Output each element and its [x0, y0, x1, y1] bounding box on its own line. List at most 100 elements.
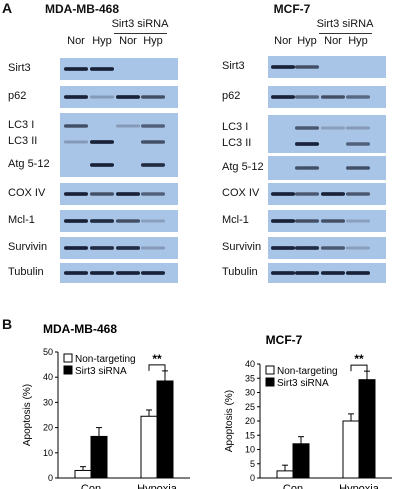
protein-band	[271, 192, 295, 196]
legend-swatch	[63, 365, 73, 375]
blot-row-label: Sirt3	[8, 62, 31, 74]
bar-sirt3-sirna	[358, 379, 376, 479]
y-axis-label: Apoptosis (%)	[22, 384, 33, 446]
y-tick-label: 30	[245, 388, 255, 398]
protein-band	[346, 166, 370, 170]
protein-band	[116, 246, 140, 250]
protein-band	[271, 65, 295, 69]
protein-band	[64, 246, 88, 250]
significance-label: **	[354, 352, 364, 366]
protein-band	[295, 219, 319, 223]
blot-row-label: p62	[222, 90, 241, 102]
sirna-label: Sirt3 siRNA	[111, 18, 169, 30]
protein-band	[271, 219, 295, 223]
sirna-bracket-line	[114, 33, 167, 34]
protein-band	[64, 67, 88, 71]
y-tick-label: 20	[43, 423, 53, 433]
blot-row-label: Survivin	[222, 241, 262, 253]
protein-band	[346, 246, 370, 250]
blot-row-label: Atg 5-12	[222, 161, 264, 173]
y-tick-label: 0	[250, 473, 255, 483]
protein-band	[141, 163, 165, 167]
protein-band	[346, 271, 370, 275]
protein-band	[271, 271, 295, 275]
y-tick-label: 50	[43, 347, 53, 357]
protein-band	[116, 192, 140, 196]
protein-band	[346, 142, 370, 146]
protein-band	[295, 95, 319, 99]
blot-row-label: LC3 II	[8, 135, 38, 147]
protein-band	[141, 246, 165, 250]
lane-label: Nor	[67, 35, 85, 47]
lane-label: Hyp	[297, 35, 317, 47]
bar-sirt3-sirna	[156, 380, 174, 479]
legend-label: Sirt3 siRNA	[75, 366, 127, 377]
protein-band	[64, 271, 88, 275]
y-tick-label: 40	[43, 372, 53, 382]
y-tick-label: 0	[48, 473, 53, 483]
bar-chart-mcf-7: MCF-7 0 5 10 15 20 25 30 35 40 Apoptosis (%) Con Hyp…	[200, 318, 400, 489]
blot-row-label: p62	[8, 90, 27, 102]
protein-band	[295, 246, 319, 250]
protein-band	[90, 95, 114, 99]
blot-row-label: Tubulin	[8, 266, 44, 278]
sirna-label: Sirt3 siRNA	[316, 18, 374, 30]
blot-row-label: LC3 I	[222, 121, 249, 133]
y-tick-label: 10	[245, 445, 255, 455]
protein-band	[321, 219, 345, 223]
y-axis-label: Apoptosis (%)	[224, 390, 235, 452]
protein-band	[90, 246, 114, 250]
lane-label: Nor	[324, 35, 342, 47]
blot-row-label: LC3 II	[222, 137, 252, 149]
blot-cell-line-title: MCF-7	[273, 2, 311, 16]
lane-label: Nor	[119, 35, 137, 47]
blot-row-label: Atg 5-12	[8, 158, 50, 170]
blot-row-label: Tubulin	[222, 266, 258, 278]
significance-label: **	[152, 352, 162, 366]
legend-label: Sirt3 siRNA	[277, 378, 329, 389]
protein-band	[64, 192, 88, 196]
blot-row-label: Mcl-1	[8, 214, 35, 226]
lane-label: Hyp	[348, 35, 368, 47]
protein-band	[321, 246, 345, 250]
chart-title: MCF-7	[266, 333, 303, 347]
protein-band	[141, 192, 165, 196]
protein-band	[295, 271, 319, 275]
bar-non-targeting	[276, 470, 294, 479]
panel-b-letter: B	[2, 316, 13, 332]
lane-label: Hyp	[143, 35, 163, 47]
y-tick-label: 40	[245, 359, 255, 369]
panel-a-letter: A	[2, 0, 13, 16]
blot-strip	[60, 58, 178, 80]
blot-strip	[268, 56, 386, 78]
y-tick-label: 10	[43, 448, 53, 458]
significance-bracket	[148, 364, 166, 371]
lane-label: Hyp	[92, 35, 112, 47]
protein-band	[321, 95, 345, 99]
protein-band	[90, 219, 114, 223]
blot-row-label: Mcl-1	[222, 214, 249, 226]
y-tick-label: 30	[43, 397, 53, 407]
protein-band	[90, 163, 114, 167]
protein-band	[116, 219, 140, 223]
bar-sirt3-sirna	[292, 443, 310, 479]
blot-row-label: COX IV	[222, 187, 260, 199]
protein-band	[321, 126, 345, 130]
legend-swatch	[63, 353, 73, 363]
bar-non-targeting	[140, 415, 158, 479]
protein-band	[90, 271, 114, 275]
protein-band	[271, 246, 295, 250]
lane-label: Nor	[274, 35, 292, 47]
y-tick-label: 5	[250, 459, 255, 469]
bar-non-targeting	[74, 469, 92, 479]
bar-chart-mda-mb-468: MDA-MB-468 0 10 20 30 40 50 Apoptosis (%) Con Hyp…	[0, 318, 200, 489]
protein-band	[295, 126, 319, 130]
blot-strip	[60, 113, 178, 153]
y-tick-label: 20	[245, 416, 255, 426]
protein-band	[295, 192, 319, 196]
protein-band	[321, 192, 345, 196]
blot-strip	[268, 115, 386, 153]
significance-bracket	[350, 364, 368, 372]
